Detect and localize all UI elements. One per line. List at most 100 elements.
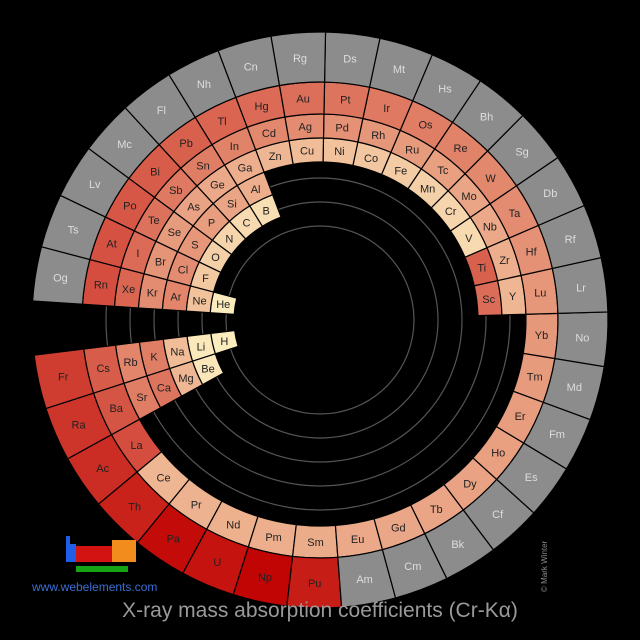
element-symbol: As [187, 201, 200, 213]
element-symbol: Mc [117, 139, 132, 151]
element-symbol: Re [454, 143, 468, 155]
element-symbol: Ru [405, 144, 419, 156]
element-cell-fill [45, 392, 113, 460]
element-symbol: Gd [391, 523, 406, 535]
element-symbol: At [106, 238, 116, 250]
element-cell-pu: Pu [286, 555, 343, 609]
element-symbol: Ta [509, 208, 522, 220]
element-cell-fill [337, 548, 397, 608]
element-cell-lv: Lv [59, 147, 130, 218]
element-symbol: Hg [255, 101, 269, 113]
element-symbol: Ge [210, 179, 225, 191]
element-cell-og: Og [31, 246, 91, 305]
element-cell-sc: Sc [473, 279, 503, 317]
element-cell-pd: Pd [322, 113, 364, 143]
webelements-link[interactable]: www.webelements.com [32, 580, 158, 594]
element-cell-md: Md [542, 357, 605, 421]
element-cell-fill [411, 53, 482, 124]
logo-orange-block [132, 540, 136, 562]
webelements-logo[interactable] [66, 536, 138, 576]
logo-blue-block [66, 536, 70, 562]
element-cell-lr: Lr [551, 256, 609, 314]
element-symbol: Bi [150, 166, 160, 178]
element-cell-hs: Hs [411, 53, 482, 124]
element-symbol: Ga [238, 162, 254, 174]
element-symbol: Rn [94, 279, 108, 291]
element-cell-fill [542, 357, 605, 421]
element-cell-fill [217, 35, 281, 99]
element-symbol: In [230, 141, 239, 153]
element-symbol: Be [201, 363, 214, 375]
element-symbol: Mt [393, 64, 405, 76]
element-cell-mn: Mn [407, 167, 449, 209]
element-symbol: C [242, 218, 250, 230]
element-cell-hg: Hg [235, 84, 286, 129]
element-cell-fill [59, 147, 130, 218]
element-symbol: P [208, 217, 215, 229]
logo-green-block [76, 566, 128, 572]
element-symbol: Si [227, 199, 237, 211]
element-cell-fill [451, 79, 524, 152]
element-symbol: Ac [96, 463, 109, 475]
element-symbol: Ag [299, 122, 312, 134]
element-symbol: Db [543, 188, 557, 200]
element-symbol: Fe [394, 165, 407, 177]
element-symbol: Mg [178, 373, 193, 385]
element-symbol: Md [567, 382, 582, 394]
element-symbol: Fr [58, 372, 69, 384]
element-symbol: Al [251, 184, 261, 196]
element-cell-lu: Lu [520, 267, 559, 315]
element-cell-fill [33, 348, 95, 410]
author-credit: © Mark Winter [540, 540, 549, 592]
element-cell-fill [66, 433, 138, 505]
element-symbol: Hs [438, 84, 452, 96]
element-cell-u: U [182, 528, 250, 596]
element-cell-bh: Bh [451, 79, 524, 152]
element-cell-fill [40, 194, 107, 261]
element-cell-cm: Cm [381, 532, 448, 599]
element-symbol: Th [128, 502, 141, 514]
element-symbol: Li [197, 341, 206, 353]
element-symbol: Ds [343, 54, 357, 66]
element-symbol: Zn [269, 151, 282, 163]
element-cell-bk: Bk [423, 509, 495, 580]
element-cell-rb: Rb [114, 341, 148, 385]
element-symbol: Hf [526, 247, 538, 259]
element-cell-es: Es [495, 442, 568, 514]
element-symbol: Lv [89, 179, 101, 191]
element-symbol: Dy [463, 479, 477, 491]
element-cell-mc: Mc [87, 106, 160, 180]
element-cell-mg: Mg [168, 360, 204, 397]
element-symbol: Os [418, 120, 433, 132]
element-cell-fr: Fr [33, 348, 95, 410]
chart-title: X-ray mass absorption coefficients (Cr-K… [122, 599, 518, 622]
element-symbol: Cr [445, 206, 457, 218]
element-cell-am: Am [337, 548, 397, 608]
element-symbol: Pr [191, 499, 202, 511]
element-cell-fill [486, 114, 559, 187]
element-cell-cs: Cs [83, 344, 125, 394]
element-symbol: Tb [430, 504, 443, 516]
element-cell-fill [286, 555, 343, 609]
element-symbol: Nb [483, 221, 497, 233]
element-symbol: Nh [197, 79, 211, 91]
element-symbol: Sc [482, 294, 495, 306]
element-symbol: Te [148, 215, 160, 227]
element-symbol: Sn [196, 160, 209, 172]
element-symbol: Po [123, 200, 136, 212]
element-cell-y: Y [496, 274, 527, 316]
element-cell-fill [168, 49, 237, 119]
element-cell-xe: Xe [113, 266, 145, 309]
element-cell-ru: Ru [390, 129, 436, 170]
guide-circle [177, 177, 463, 463]
element-symbol: O [211, 252, 220, 264]
logo-red-block [76, 546, 112, 562]
element-cell-ts: Ts [40, 194, 107, 261]
element-symbol: Ti [477, 263, 486, 275]
element-symbol: Fl [157, 105, 166, 117]
element-symbol: Er [515, 411, 526, 423]
element-symbol: Ce [157, 473, 171, 485]
element-symbol: Cf [492, 509, 504, 521]
